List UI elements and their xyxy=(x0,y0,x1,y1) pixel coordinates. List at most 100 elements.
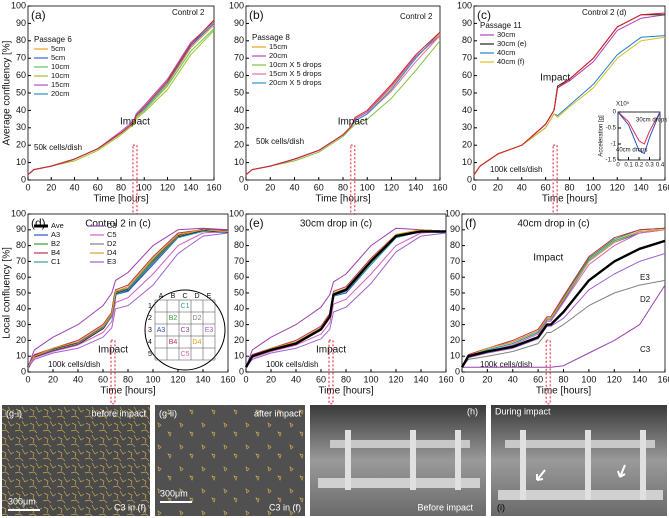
panel-label: (d) xyxy=(31,216,46,230)
y-tick-label: 10 xyxy=(450,351,460,361)
annotation: Control 2 xyxy=(400,12,433,21)
y-tick-label: 50 xyxy=(16,287,26,297)
y-tick-label: 50 xyxy=(450,287,460,297)
y-tick-label: 30 xyxy=(450,319,460,329)
y-tick-label: 0 xyxy=(239,366,244,376)
x-tick-label: 20 xyxy=(493,182,503,192)
y-tick-label: 40 xyxy=(450,303,460,313)
annotation: E3 xyxy=(640,273,650,282)
series-line xyxy=(245,31,441,176)
arrow xyxy=(536,464,626,481)
x-tick-label: 100 xyxy=(581,374,596,384)
series-line xyxy=(27,227,229,368)
y-tick-label: 60 xyxy=(462,70,472,80)
x-tick-label: 100 xyxy=(363,374,378,384)
y-tick-label: 0 xyxy=(455,366,460,376)
impact-label: Impact xyxy=(120,117,150,128)
y-tick-label: 80 xyxy=(450,240,460,250)
series-line xyxy=(461,229,666,368)
x-axis-label: Time [hours] xyxy=(542,194,597,205)
x-tick-label: 60 xyxy=(533,374,543,384)
y-tick-label: 30 xyxy=(234,122,244,132)
y-axis-label: Acceleration [g] xyxy=(599,115,605,157)
device-screw xyxy=(410,430,416,490)
impact-marker xyxy=(328,339,334,405)
scale-label: 300μm xyxy=(8,496,36,506)
series-line xyxy=(245,230,447,368)
x-tick-label: 80 xyxy=(338,182,348,192)
series-line xyxy=(473,12,666,176)
panel-label: (e) xyxy=(249,216,264,230)
y-tick-label: 70 xyxy=(234,256,244,266)
plot-frame xyxy=(27,5,215,181)
y-tick-label: 0 xyxy=(239,174,244,184)
y-tick-label: 90 xyxy=(234,18,244,28)
y-tick-label: 80 xyxy=(462,35,472,45)
photo-label: (g-i) xyxy=(6,408,22,418)
x-tick-label: 0 xyxy=(243,374,248,384)
y-tick-label: 0 xyxy=(21,174,26,184)
y-axis-label: Local confluency [%] xyxy=(2,247,13,339)
y-tick-label: 10 xyxy=(16,157,26,167)
x-tick-label: 120 xyxy=(607,374,622,384)
annotation: 100k cells/dish xyxy=(480,360,532,369)
y-tick-label: 80 xyxy=(234,35,244,45)
photo-caption: before impact xyxy=(91,408,146,418)
series-line xyxy=(460,239,666,368)
y-tick-label: 30 xyxy=(234,319,244,329)
x-axis-label: Time [hours] xyxy=(93,194,148,205)
well-column: E xyxy=(207,293,212,300)
legend-label: B4 xyxy=(51,248,60,257)
x-tick-label: 60 xyxy=(314,182,324,192)
photo xyxy=(2,405,150,516)
x-tick-label: 80 xyxy=(123,374,133,384)
y-tick-label: 100 xyxy=(457,0,472,10)
plot-frame xyxy=(245,5,441,181)
well-row: 4 xyxy=(148,339,152,346)
chart-panel: 0 20 40 60 80 100 120 140 160 0 10 20 30 40 50 60 70 80 90… xyxy=(229,208,454,405)
y-tick-label: 60 xyxy=(16,70,26,80)
x-tick-label: 0 xyxy=(25,182,30,192)
well-column: D xyxy=(194,293,199,300)
annotation: 30cm drops xyxy=(636,118,667,124)
y-tick-label: 10 xyxy=(462,157,472,167)
legend-label: D2 xyxy=(107,239,117,248)
y-tick-label: 40 xyxy=(462,105,472,115)
series-line xyxy=(27,229,229,368)
legend-title: Passage 6 xyxy=(34,35,72,44)
impact-marker xyxy=(552,144,558,216)
x-tick-label: 140 xyxy=(634,182,649,192)
x-tick-label: 20 xyxy=(46,182,56,192)
device-screw xyxy=(585,430,591,500)
y-axis-label: Average confluency [%] xyxy=(2,40,13,145)
well-cell: C1 xyxy=(181,303,190,310)
legend-label: 15cm xyxy=(51,80,69,89)
x-tick-label: 0.3 xyxy=(645,163,654,169)
y-tick-label: 0 xyxy=(21,366,26,376)
device-screw xyxy=(520,430,526,500)
y-tick-label: 20 xyxy=(16,335,26,345)
x-tick-label: 60 xyxy=(93,182,103,192)
well-cell: C5 xyxy=(181,351,190,358)
photo-note: C3 in (f) xyxy=(114,502,146,512)
y-tick-label: 10 xyxy=(16,351,26,361)
y-tick-label: 70 xyxy=(450,256,460,266)
device-plate xyxy=(498,490,663,500)
series-line xyxy=(27,230,229,368)
series-line xyxy=(27,19,215,176)
well-cell: D2 xyxy=(193,315,202,322)
x-tick-label: 100 xyxy=(145,374,160,384)
well-cell: E3 xyxy=(205,327,214,334)
chart-panel: 0 20 40 60 80 100 120 140 160 0 10 20 30 40 50 60 70 80 90… xyxy=(2,0,222,216)
legend-label: A3 xyxy=(51,230,60,239)
x-tick-label: 100 xyxy=(360,182,375,192)
y-tick-label: 10 xyxy=(234,351,244,361)
x-tick-label: 0 xyxy=(25,374,30,384)
device-screw xyxy=(640,430,646,500)
x-tick-label: 160 xyxy=(220,374,235,384)
well-row: 3 xyxy=(148,327,152,334)
x-axis-label: Time [hours] xyxy=(100,386,155,397)
well-column: A xyxy=(159,293,164,300)
x-tick-label: 60 xyxy=(98,374,108,384)
x-tick-label: 20 xyxy=(48,374,58,384)
